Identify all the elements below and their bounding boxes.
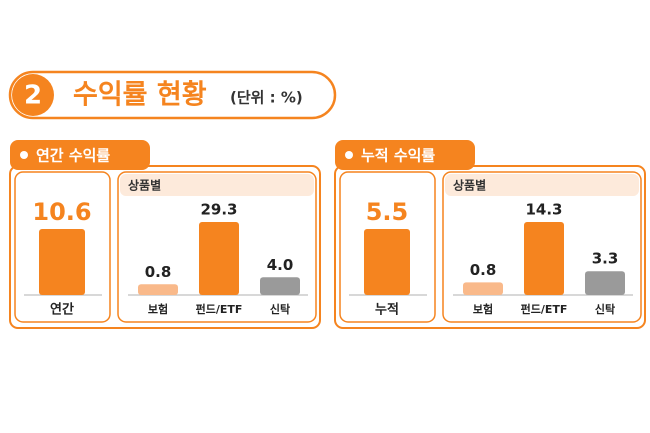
breakdown-bar <box>260 277 300 295</box>
main-bar <box>39 229 85 295</box>
breakdown-bar <box>585 271 625 295</box>
breakdown-category: 펀드/ETF <box>521 302 568 316</box>
breakdown-value-label: 3.3 <box>592 250 619 268</box>
breakdown-header <box>120 174 314 196</box>
header-badge <box>12 74 54 116</box>
breakdown-value-label: 0.8 <box>145 263 172 281</box>
breakdown-title: 상품별 <box>453 178 486 193</box>
main-value-label: 5.5 <box>366 198 409 226</box>
header-pill <box>8 70 337 120</box>
breakdown-bar <box>199 222 239 295</box>
panel-tab <box>335 140 475 170</box>
panel-title: 누적 수익률 <box>361 147 435 165</box>
breakdown-category: 보험 <box>148 302 168 316</box>
breakdown-bar <box>524 222 564 295</box>
main-bar <box>364 229 410 295</box>
header-unit: (단위 : %) <box>230 89 303 107</box>
breakdown-value-label: 0.8 <box>470 261 497 279</box>
breakdown-value-label: 4.0 <box>267 256 294 274</box>
panel-title: 연간 수익률 <box>36 147 110 165</box>
tab-dot <box>345 151 353 159</box>
breakdown-category: 펀드/ETF <box>196 302 243 316</box>
tab-dot <box>20 151 28 159</box>
breakdown-category: 신탁 <box>595 302 615 316</box>
breakdown-bar <box>463 282 503 295</box>
breakdown-category: 보험 <box>473 302 493 316</box>
main-value-label: 10.6 <box>32 198 91 226</box>
header-number: 2 <box>24 81 42 111</box>
breakdown-header <box>445 174 639 196</box>
breakdown-title: 상품별 <box>128 178 161 193</box>
breakdown-bar <box>138 284 178 295</box>
panel-tab <box>10 140 150 170</box>
breakdown-value-label: 29.3 <box>200 201 237 219</box>
main-category: 연간 <box>50 302 74 318</box>
breakdown-category: 신탁 <box>270 302 290 316</box>
breakdown-value-label: 14.3 <box>525 201 562 219</box>
header-title: 수익률 현황 <box>73 80 207 111</box>
main-category: 누적 <box>375 302 399 318</box>
